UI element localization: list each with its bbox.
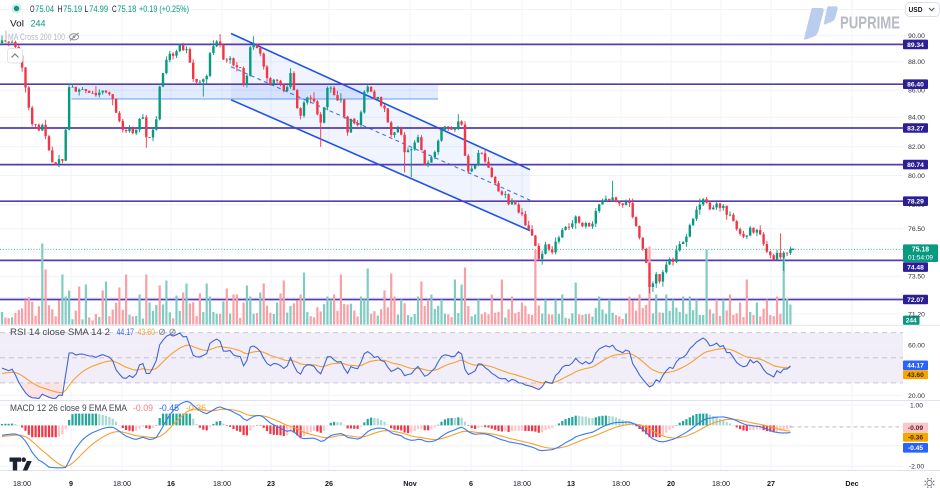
svg-text:-0.09: -0.09 [133, 403, 153, 414]
svg-text:71.20: 71.20 [908, 311, 925, 318]
svg-text:76.50: 76.50 [908, 226, 925, 233]
svg-text:26: 26 [325, 479, 333, 488]
svg-text:75.04: 75.04 [35, 4, 54, 15]
svg-text:74.99: 74.99 [89, 4, 108, 15]
svg-text:MA Cross 200 100: MA Cross 200 100 [8, 32, 65, 43]
svg-text:16: 16 [167, 479, 175, 488]
svg-text:-0.45: -0.45 [908, 445, 924, 452]
svg-text:20: 20 [667, 479, 675, 488]
svg-text:9: 9 [69, 479, 73, 488]
svg-text:PUPRIME: PUPRIME [840, 13, 900, 33]
svg-text:01:54:09: 01:54:09 [908, 254, 933, 261]
svg-text:43.60: 43.60 [138, 327, 156, 338]
svg-text:6: 6 [469, 479, 473, 488]
svg-text:13: 13 [567, 479, 575, 488]
svg-text:MACD 12 26 close 9 EMA EMA: MACD 12 26 close 9 EMA EMA [10, 403, 128, 414]
svg-text:78.00: 78.00 [908, 202, 925, 209]
svg-text:-0.36: -0.36 [186, 403, 206, 414]
svg-text:82.00: 82.00 [908, 144, 925, 151]
svg-text:USD: USD [909, 5, 923, 14]
svg-text:Dec: Dec [845, 479, 858, 488]
svg-text:90.00: 90.00 [908, 33, 925, 40]
svg-text:C: C [112, 4, 117, 15]
svg-text:27: 27 [767, 479, 775, 488]
svg-text:84.00: 84.00 [908, 115, 925, 122]
svg-text:88.00: 88.00 [908, 59, 925, 66]
svg-text:83.27: 83.27 [907, 125, 924, 132]
svg-text:74.48: 74.48 [907, 265, 924, 272]
svg-text:Nov: Nov [403, 479, 417, 488]
svg-text:+0.19 (+0.25%): +0.19 (+0.25%) [139, 4, 189, 15]
svg-text:44.17: 44.17 [907, 363, 924, 370]
svg-text:18:00: 18:00 [513, 479, 531, 488]
svg-text:75.18: 75.18 [912, 247, 929, 254]
svg-text:44.17: 44.17 [117, 327, 135, 338]
svg-text:86.00: 86.00 [908, 88, 925, 95]
svg-text:73.50: 73.50 [908, 274, 925, 281]
svg-text:72.07: 72.07 [907, 297, 924, 304]
svg-text:18:00: 18:00 [612, 479, 630, 488]
svg-text:O: O [30, 4, 35, 15]
svg-text:75.18: 75.18 [117, 4, 136, 15]
svg-text:Vol: Vol [10, 19, 24, 30]
svg-text:-0.45: -0.45 [159, 403, 179, 414]
svg-text:78.29: 78.29 [907, 199, 924, 206]
svg-text:RSI 14 close SMA 14 2: RSI 14 close SMA 14 2 [10, 327, 110, 338]
svg-text:18:00: 18:00 [712, 479, 730, 488]
svg-text:20.00: 20.00 [908, 393, 925, 400]
svg-text:-0.36: -0.36 [908, 435, 924, 442]
svg-text:89.34: 89.34 [907, 42, 924, 49]
svg-text:L: L [85, 4, 89, 15]
svg-text:244: 244 [906, 318, 917, 325]
svg-text:18:00: 18:00 [113, 479, 131, 488]
svg-text:18:00: 18:00 [213, 479, 231, 488]
svg-text:80.74: 80.74 [907, 162, 924, 169]
svg-text:1.00: 1.00 [910, 402, 923, 409]
svg-text:H: H [58, 4, 63, 15]
svg-text:-2.00: -2.00 [909, 464, 925, 471]
svg-text:244: 244 [31, 19, 46, 30]
svg-text:80.00: 80.00 [908, 173, 925, 180]
svg-text:18:00: 18:00 [13, 479, 31, 488]
svg-text:86.40: 86.40 [907, 82, 924, 89]
svg-text:60.00: 60.00 [908, 343, 925, 350]
svg-text:-0.09: -0.09 [908, 425, 924, 432]
svg-text:72.20: 72.20 [908, 295, 925, 302]
svg-text:43.60: 43.60 [907, 372, 924, 379]
svg-text:75.19: 75.19 [63, 4, 82, 15]
svg-text:23: 23 [267, 479, 275, 488]
